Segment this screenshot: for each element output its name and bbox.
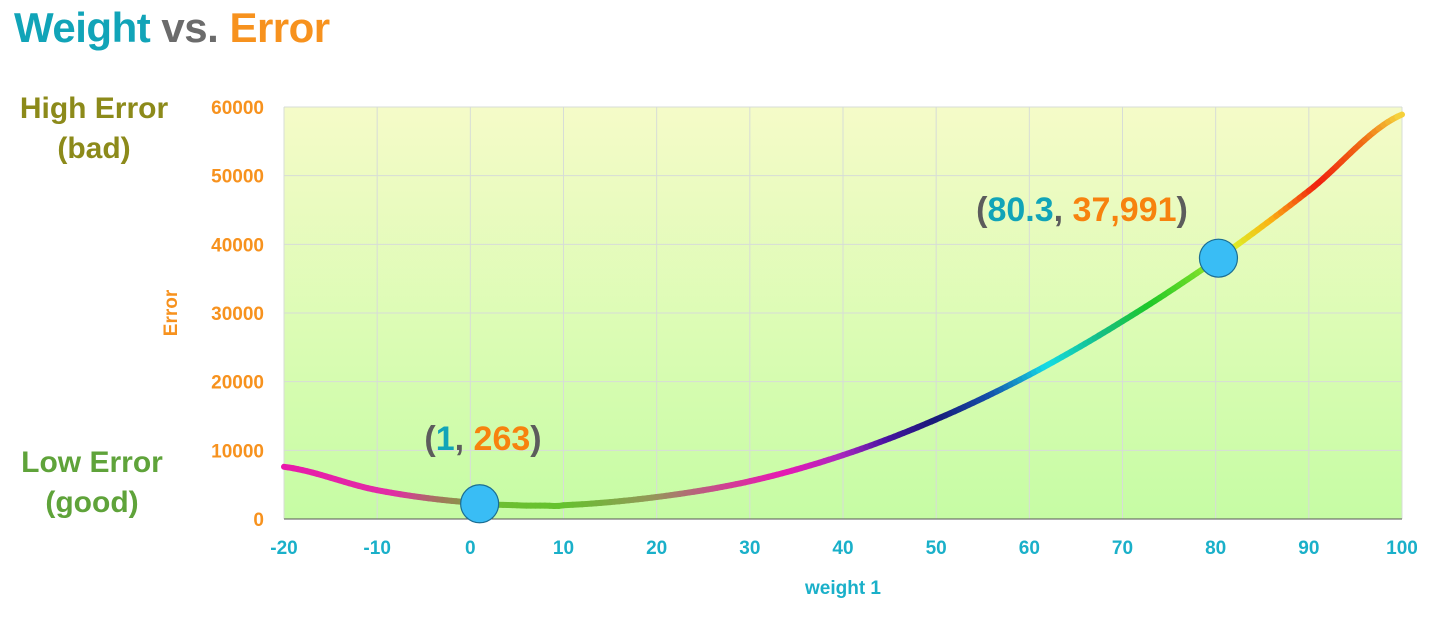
title-vs: vs. <box>161 4 219 51</box>
x-tick-label: 40 <box>832 538 853 559</box>
point-markers <box>460 238 1239 524</box>
annotation-part: 80.3 <box>987 191 1053 229</box>
x-tick-label: 90 <box>1298 538 1319 559</box>
x-tick-label: 30 <box>739 538 760 559</box>
y-tick-label: 50000 <box>211 167 264 188</box>
annotation-part: ( <box>976 191 988 229</box>
annotation-part: , <box>455 420 474 458</box>
x-tick-label: -10 <box>363 538 390 559</box>
grid <box>283 106 1403 520</box>
curve-segment <box>1394 111 1405 120</box>
x-tick-label: 0 <box>465 538 476 559</box>
x-axis-label: weight 1 <box>804 578 881 599</box>
x-tick-label: 10 <box>553 538 574 559</box>
y-tick-label: 60000 <box>211 98 264 119</box>
high-error-line2: (bad) <box>57 132 131 165</box>
x-tick-label: 80 <box>1205 538 1226 559</box>
x-tick-label: 50 <box>926 538 947 559</box>
annotation-part: ) <box>530 420 541 458</box>
annotation-part: ( <box>424 420 436 458</box>
low-error-line1: Low Error <box>21 446 163 479</box>
y-tick-label: 0 <box>253 510 264 531</box>
annotation-part: ) <box>1177 191 1188 229</box>
annotation-part: 1 <box>436 420 455 458</box>
point-marker <box>460 484 500 524</box>
y-tick-label: 40000 <box>211 235 264 256</box>
point-marker <box>1198 238 1239 278</box>
x-tick-label: -20 <box>270 538 297 559</box>
x-tick-label: 60 <box>1019 538 1040 559</box>
title-weight: Weight <box>14 4 151 51</box>
x-tick-label: 20 <box>646 538 667 559</box>
point-annotations: (1, 263)(80.3, 37,991) <box>424 191 1187 458</box>
y-tick-label: 10000 <box>211 441 264 462</box>
high-error-line1: High Error <box>19 92 169 125</box>
x-tick-label: 70 <box>1112 538 1133 559</box>
point-annotation: (80.3, 37,991) <box>976 191 1188 229</box>
annotation-part: , <box>1054 191 1073 229</box>
error-curve <box>281 111 1405 509</box>
chart-title: Weight vs. Error <box>14 4 330 52</box>
x-tick-label: 100 <box>1386 538 1418 559</box>
high-error-label: High Error (bad) <box>4 89 184 169</box>
x-tick-labels: -20 -10 0 10 20 30 40 50 60 70 80 90 100 <box>270 538 1418 559</box>
y-tick-labels: 0 10000 20000 30000 40000 50000 60000 <box>211 98 264 531</box>
low-error-line2: (good) <box>45 486 139 519</box>
title-error: Error <box>229 4 330 51</box>
y-tick-label: 20000 <box>211 373 264 394</box>
y-axis-label: Error <box>161 289 182 336</box>
low-error-label: Low Error (good) <box>2 443 182 523</box>
annotation-part: 263 <box>474 420 531 458</box>
annotation-part: 37,991 <box>1073 191 1177 229</box>
y-tick-label: 30000 <box>211 304 264 325</box>
point-annotation: (1, 263) <box>424 420 541 458</box>
